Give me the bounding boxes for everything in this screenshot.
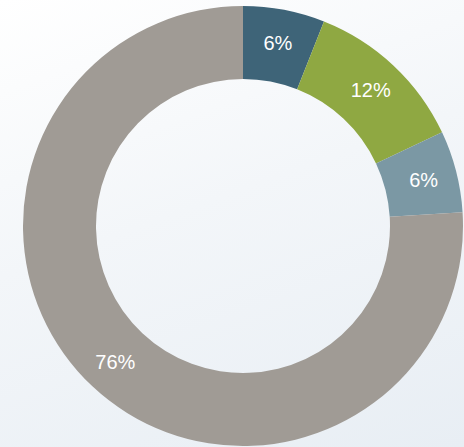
svg-text:12%: 12%	[351, 79, 391, 101]
svg-text:6%: 6%	[263, 32, 292, 54]
svg-text:6%: 6%	[409, 169, 438, 191]
svg-text:76%: 76%	[95, 351, 135, 373]
